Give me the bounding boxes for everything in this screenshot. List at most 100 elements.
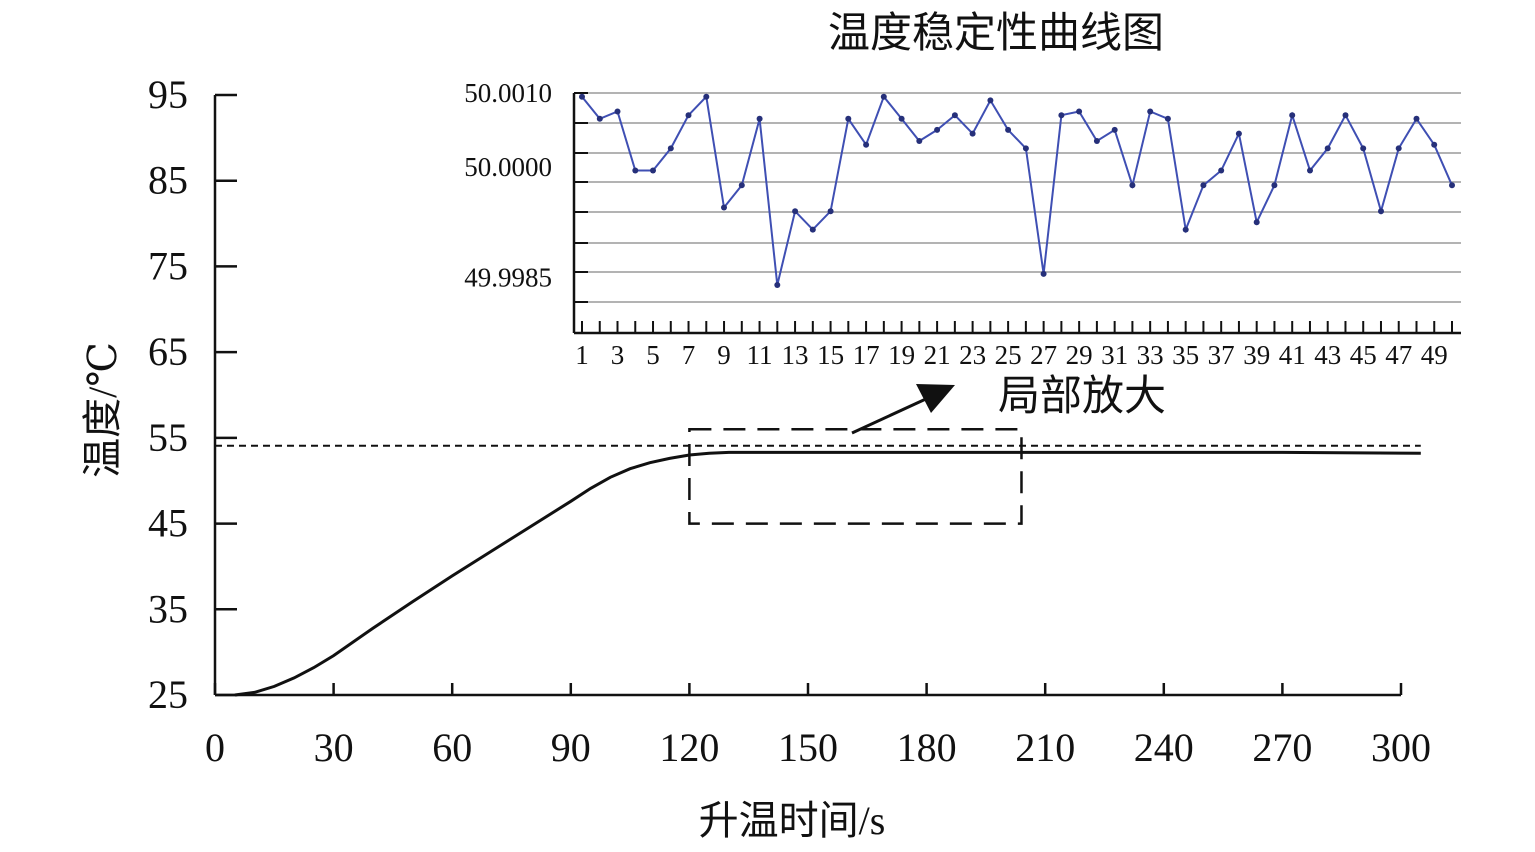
- y-tick-label: 75: [148, 243, 188, 288]
- inset-point: [596, 115, 603, 122]
- inset-x-tick-label: 23: [959, 340, 986, 370]
- inset-x-tick-label: 35: [1172, 340, 1199, 370]
- inset-x-tick-label: 39: [1243, 340, 1270, 370]
- inset-point: [1005, 126, 1012, 133]
- inset-y-tick-label: 50.0000: [464, 152, 552, 182]
- x-tick-label: 0: [205, 725, 225, 770]
- x-tick-label: 210: [1015, 725, 1075, 770]
- x-tick-label: 90: [551, 725, 591, 770]
- inset-point: [1253, 219, 1260, 226]
- inset-x-tick-label: 3: [611, 340, 625, 370]
- inset-x-tick-label: 25: [995, 340, 1022, 370]
- inset-x-tick-label: 13: [782, 340, 809, 370]
- inset-point: [667, 145, 674, 152]
- y-tick-label: 95: [148, 72, 188, 117]
- inset-x-tick-label: 43: [1314, 340, 1341, 370]
- inset-point: [614, 108, 621, 115]
- inset-point: [1093, 138, 1100, 144]
- inset-point: [987, 97, 994, 104]
- inset-point: [863, 141, 870, 148]
- inset-x-tick-label: 45: [1350, 340, 1377, 370]
- inset-point: [1271, 182, 1278, 189]
- inset-point: [916, 138, 923, 144]
- inset-point: [1147, 108, 1154, 115]
- inset-point: [809, 226, 816, 233]
- inset-point: [1076, 108, 1083, 115]
- inset-point: [1164, 115, 1171, 122]
- x-axis-label: 升温时间/s: [699, 798, 886, 843]
- inset-point: [1342, 112, 1349, 119]
- y-tick-label: 25: [148, 672, 188, 717]
- inset-chart-title: 温度稳定性曲线图: [828, 10, 1164, 57]
- inset-point: [969, 130, 976, 137]
- inset-x-tick-label: 19: [888, 340, 915, 370]
- inset-point: [1040, 270, 1047, 277]
- inset-point: [1431, 141, 1438, 148]
- inset-point: [1129, 182, 1136, 189]
- main-tick-labels: 0 30 60 90 120 150 180 210 240 270 300253545556575…: [148, 72, 1431, 770]
- x-tick-label: 240: [1134, 725, 1194, 770]
- inset-point: [1324, 145, 1331, 152]
- inset-point: [1111, 126, 1118, 133]
- x-tick-label: 60: [432, 725, 472, 770]
- inset-point: [792, 208, 799, 215]
- inset-point: [1289, 112, 1296, 119]
- inset-x-tick-label: 15: [817, 340, 844, 370]
- inset-point: [685, 112, 692, 119]
- inset-point: [632, 167, 639, 174]
- main-axes: [213, 93, 1403, 697]
- inset-point: [880, 93, 887, 100]
- inset-x-tick-label: 29: [1066, 340, 1093, 370]
- inset-point: [1360, 145, 1367, 152]
- inset-x-tick-label: 31: [1101, 340, 1128, 370]
- inset-axes: [572, 93, 1461, 335]
- inset-point: [756, 115, 763, 122]
- y-tick-label: 35: [148, 586, 188, 631]
- inset-x-tick-label: 7: [682, 340, 696, 370]
- inset-x-tick-label: 5: [646, 340, 660, 370]
- inset-point: [1235, 130, 1242, 137]
- inset-gridlines: [574, 92, 1461, 303]
- inset-point: [898, 115, 905, 122]
- inset-point: [579, 93, 585, 100]
- inset-point: [951, 112, 958, 119]
- series-line-temperature: [234, 450, 1421, 697]
- inset-point: [703, 93, 710, 100]
- inset-point: [1395, 145, 1402, 152]
- x-tick-label: 300: [1371, 725, 1431, 770]
- inset-point: [1307, 167, 1313, 174]
- inset-point: [934, 126, 941, 133]
- x-tick-label: 180: [897, 725, 957, 770]
- x-tick-label: 120: [659, 725, 719, 770]
- inset-x-tick-label: 41: [1279, 340, 1306, 370]
- y-tick-label: 45: [148, 501, 188, 546]
- inset-point: [1449, 182, 1455, 189]
- inset-point: [1182, 226, 1189, 233]
- inset-x-tick-label: 17: [853, 340, 880, 370]
- annotation-arrow: [851, 384, 955, 435]
- inset-point: [1022, 145, 1029, 152]
- y-tick-label: 55: [148, 415, 188, 460]
- inset-x-tick-label: 47: [1385, 340, 1412, 370]
- inset-point: [721, 204, 727, 211]
- inset-x-tick-label: 9: [717, 340, 731, 370]
- inset-point: [1058, 112, 1065, 119]
- inset-point: [845, 115, 852, 122]
- inset-point: [1413, 115, 1420, 122]
- inset-point: [774, 282, 781, 288]
- inset-x-tick-label: 11: [747, 340, 773, 370]
- main-chart: 0 30 60 90 120 150 180 210 240 270 300253545556575…: [80, 72, 1431, 843]
- inset-point: [650, 167, 656, 174]
- inset-x-tick-label: 37: [1208, 340, 1235, 370]
- inset-y-tick-label: 50.0010: [464, 78, 552, 108]
- inset-x-tick-label: 49: [1421, 340, 1448, 370]
- inset-y-tick-label: 49.9985: [464, 263, 552, 293]
- x-tick-label: 30: [314, 725, 354, 770]
- inset-x-tick-label: 33: [1137, 340, 1164, 370]
- zoom-region-box: [688, 428, 1023, 525]
- annotation-text: 局部放大: [998, 374, 1166, 420]
- x-tick-label: 270: [1252, 725, 1312, 770]
